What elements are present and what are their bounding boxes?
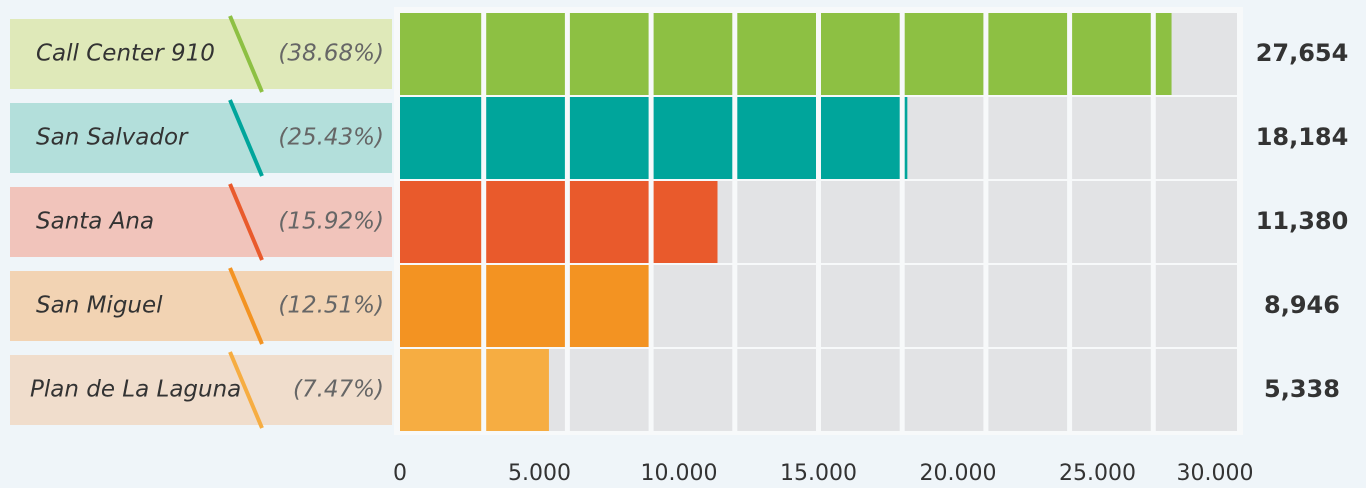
share-label: (12.51%) [278, 293, 384, 319]
label-box [10, 187, 392, 257]
x-tick-label: 30.000 [1177, 461, 1254, 486]
category-label: San Salvador [36, 125, 189, 151]
category-label: Plan de La Laguna [30, 377, 241, 403]
label-slash [228, 15, 264, 93]
x-tick-label: 0 [393, 461, 407, 486]
bar [400, 13, 1172, 95]
bar [400, 265, 650, 347]
label-box [10, 271, 392, 341]
x-tick-label: 15.000 [780, 461, 857, 486]
label-box [10, 103, 392, 173]
label-box [10, 19, 392, 89]
share-label: (7.47%) [293, 377, 384, 403]
category-label: Santa Ana [36, 209, 154, 235]
label-slash [228, 267, 264, 345]
value-label: 5,338 [1264, 375, 1340, 403]
category-label: San Miguel [36, 293, 163, 319]
label-slash [228, 99, 264, 177]
share-label: (38.68%) [278, 41, 384, 67]
label-slash [228, 351, 264, 429]
label-box [10, 355, 392, 425]
label-slash [228, 183, 264, 261]
x-tick-label: 10.000 [641, 461, 718, 486]
x-tick-label: 20.000 [920, 461, 997, 486]
category-label: Call Center 910 [36, 41, 215, 67]
bar [400, 181, 718, 263]
x-tick-label: 5.000 [508, 461, 571, 486]
value-label: 27,654 [1256, 39, 1349, 67]
bar [400, 349, 549, 431]
share-label: (25.43%) [278, 125, 384, 151]
value-label: 11,380 [1256, 207, 1349, 235]
value-label: 8,946 [1264, 291, 1340, 319]
share-label: (15.92%) [278, 209, 384, 235]
bar [400, 97, 908, 179]
value-label: 18,184 [1256, 123, 1349, 151]
x-tick-label: 25.000 [1059, 461, 1136, 486]
